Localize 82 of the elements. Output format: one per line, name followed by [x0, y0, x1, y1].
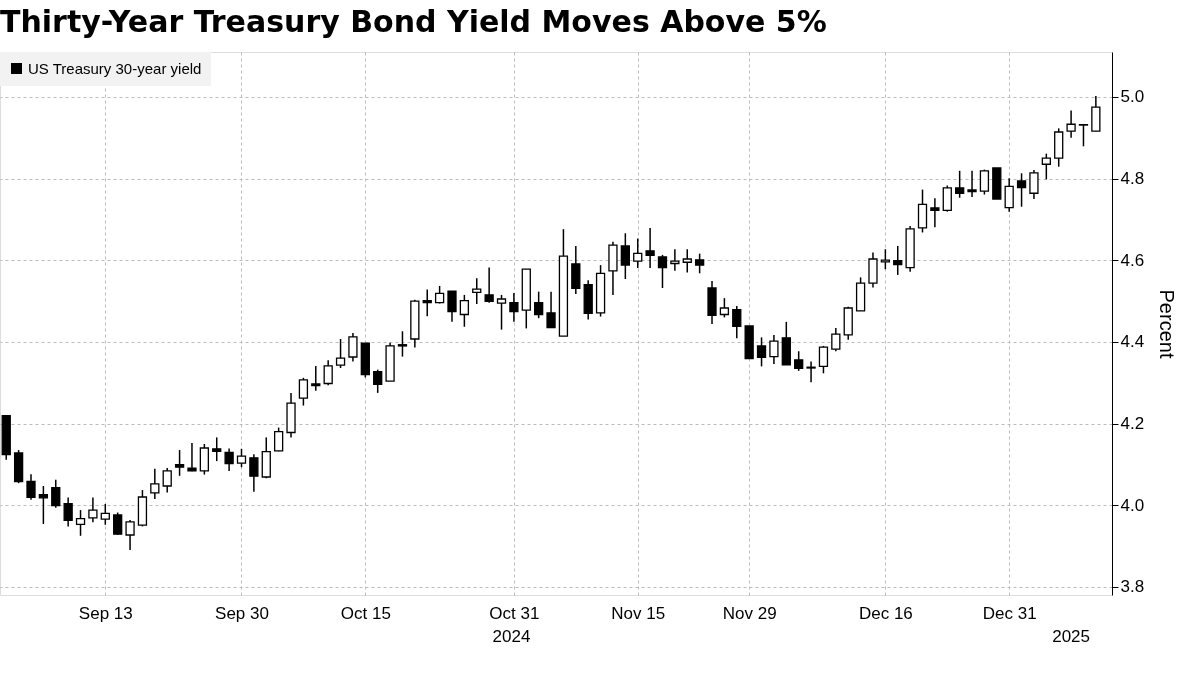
candlestick	[187, 442, 197, 473]
y-tick-label: 4.2	[1120, 414, 1145, 434]
candlestick	[174, 449, 185, 477]
candlestick	[682, 248, 692, 274]
candlestick	[26, 473, 36, 501]
candlestick	[670, 248, 680, 272]
candlestick	[967, 170, 977, 198]
chart-title: Thirty-Year Treasury Bond Yield Moves Above 5%	[0, 4, 827, 39]
candlestick	[51, 479, 61, 509]
candlestick	[633, 237, 643, 269]
candlestick	[100, 503, 110, 526]
text: 2024	[492, 627, 531, 646]
candlestick	[794, 350, 804, 372]
x-tick-label: Dec 16	[858, 603, 913, 623]
candlestick	[694, 252, 705, 275]
candlestick	[63, 496, 73, 528]
candlestick	[162, 467, 172, 494]
candlestick	[199, 443, 209, 476]
candlestick	[1078, 123, 1089, 148]
candlestick	[1004, 177, 1014, 213]
candlestick	[620, 232, 630, 280]
candlestick	[311, 365, 321, 392]
candlestick	[496, 294, 507, 331]
x-tick-label: Oct 31	[489, 603, 540, 623]
candlestick	[769, 334, 779, 365]
y-tick-label: 3.8	[1120, 577, 1145, 597]
candlestick	[756, 336, 767, 368]
candlestick	[335, 338, 346, 369]
candlestick	[732, 305, 742, 339]
candlestick	[113, 511, 123, 536]
candlestick	[249, 453, 259, 493]
y-tick-label: 4.6	[1120, 250, 1145, 270]
candlestick	[534, 290, 544, 319]
candlestick	[348, 332, 358, 363]
candlestick	[236, 448, 247, 468]
candlestick	[484, 266, 494, 304]
candlestick	[831, 327, 841, 353]
candlestick	[893, 245, 903, 276]
candlestick	[459, 294, 470, 328]
candlestick	[373, 368, 383, 394]
candlestick	[447, 290, 457, 323]
x-tick-label: Sep 13	[78, 603, 133, 623]
candlestick	[1016, 172, 1027, 208]
candlestick	[422, 288, 432, 317]
candlestick	[1041, 152, 1051, 181]
candlestick	[930, 197, 940, 228]
x-tick-label: Nov 15	[611, 603, 666, 623]
candlestick	[125, 519, 135, 551]
candlestick	[818, 345, 829, 375]
text: 2025	[1052, 627, 1090, 646]
candlestick	[880, 248, 891, 270]
candlestick	[298, 377, 309, 407]
candlestick	[546, 290, 556, 329]
candlestick	[657, 254, 668, 289]
x-tick-label: Nov 29	[722, 603, 777, 623]
candlestick	[942, 184, 952, 213]
y-tick-label: 4.0	[1120, 495, 1145, 515]
candlestick	[509, 292, 519, 323]
x-tick-label: Dec 31	[982, 603, 1037, 623]
candlestick	[917, 188, 928, 234]
candlestick	[955, 170, 965, 199]
candlestick	[645, 227, 655, 269]
x-tick-label: Sep 30	[215, 603, 269, 623]
legend-label: US Treasury 30-year yield	[28, 59, 202, 77]
y-axis-title: Percent	[1156, 289, 1179, 359]
candlestick	[806, 360, 816, 384]
y-tick-label: 4.8	[1120, 169, 1145, 189]
candlestick	[1066, 109, 1076, 139]
y-tick-label: 4.4	[1120, 332, 1145, 352]
candlestick	[150, 468, 160, 500]
x-tick-label: Oct 15	[340, 603, 391, 623]
candlestick	[212, 436, 222, 462]
candlestick	[323, 359, 333, 386]
candlestick	[75, 509, 86, 537]
candlestick	[979, 168, 990, 196]
candlestick	[224, 447, 234, 472]
candlestick	[1029, 169, 1039, 200]
candlestick	[88, 496, 98, 524]
candlestick	[273, 426, 284, 453]
y-tick-label: 5.0	[1120, 87, 1145, 107]
candlestick	[719, 297, 730, 319]
candlestick	[397, 330, 408, 358]
